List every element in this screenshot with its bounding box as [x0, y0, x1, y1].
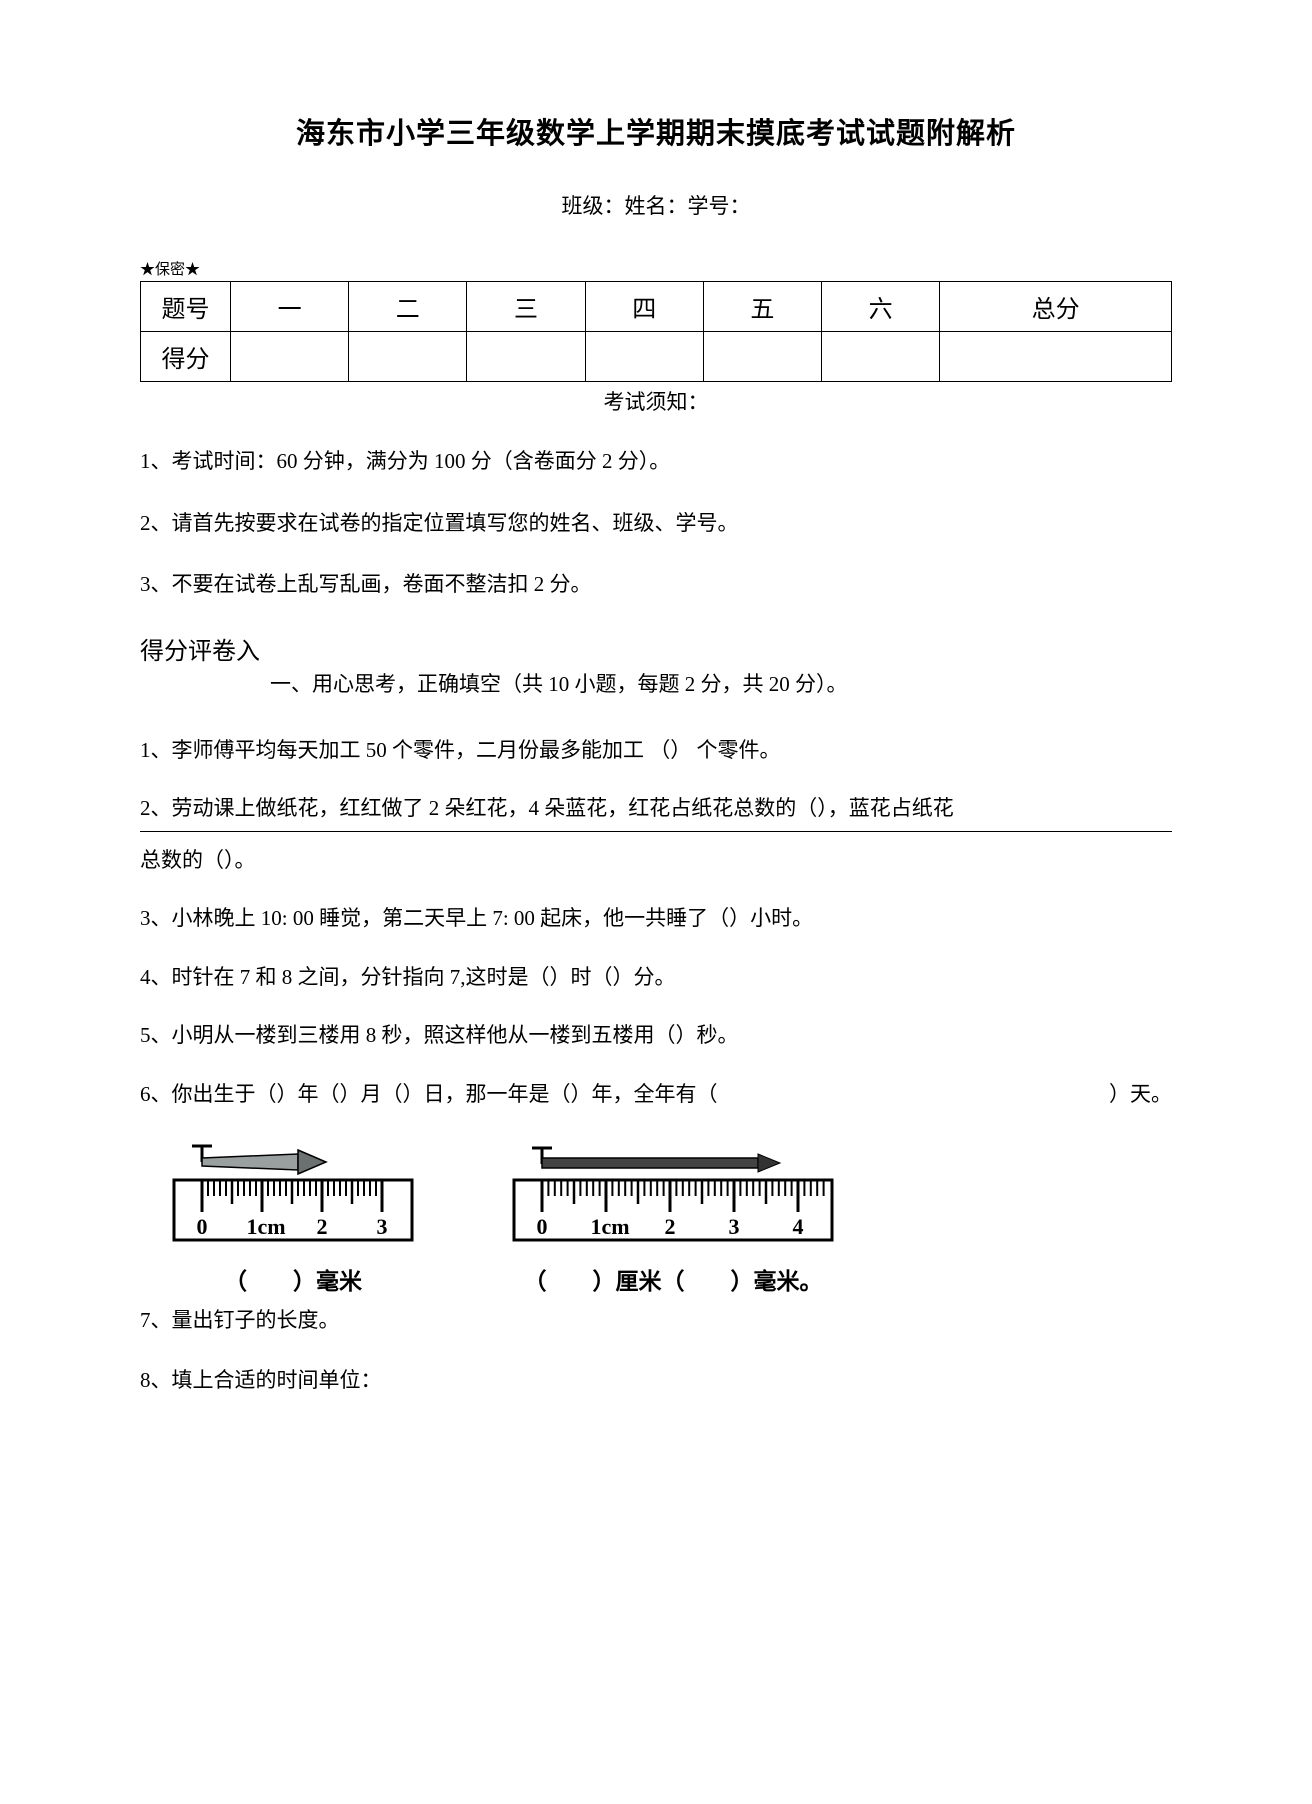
ruler-label: 2 [317, 1214, 328, 1239]
ruler-label: 0 [197, 1214, 208, 1239]
question-7: 7、量出钉子的长度。 [140, 1304, 1172, 1334]
ruler-label: 4 [793, 1214, 804, 1239]
question-4: 4、时针在 7 和 8 之间，分针指向 7,这时是（）时（）分。 [140, 961, 1172, 994]
table-row: 得分 [141, 332, 1172, 382]
table-row: 题号 一 二 三 四 五 六 总分 [141, 282, 1172, 332]
question-1: 1、李师傅平均每天加工 50 个零件，二月份最多能加工 （） 个零件。 [140, 734, 1172, 767]
col-header: 总分 [940, 282, 1172, 332]
ruler-label: 0 [537, 1214, 548, 1239]
instruction-item: 3、不要在试卷上乱写乱画，卷面不整洁扣 2 分。 [140, 569, 1172, 601]
ruler-label: 1cm [246, 1214, 285, 1239]
row-header: 得分 [141, 332, 231, 382]
score-cell[interactable] [585, 332, 703, 382]
question-6-left: 6、你出生于（）年（）月（）日，那一年是（）年，全年有（ [140, 1078, 718, 1111]
ruler-1-svg: 0 1cm 2 3 [168, 1144, 418, 1254]
question-6: 6、你出生于（）年（）月（）日，那一年是（）年，全年有（ ）天。 [140, 1078, 1172, 1111]
col-header: 六 [822, 282, 940, 332]
instruction-item: 2、请首先按要求在试卷的指定位置填写您的姓名、班级、学号。 [140, 508, 1172, 540]
score-cell[interactable] [349, 332, 467, 382]
question-8: 8、填上合适的时间单位： [140, 1364, 1172, 1397]
score-cell[interactable] [703, 332, 821, 382]
col-header: 二 [349, 282, 467, 332]
scorer-line: 得分评卷入 [140, 631, 1172, 666]
score-cell[interactable] [822, 332, 940, 382]
instructions-heading: 考试须知： [140, 386, 1172, 416]
section-title: 一、用心思考，正确填空（共 10 小题，每题 2 分，共 20 分）。 [270, 668, 1172, 698]
question-2a: 2、劳动课上做纸花，红红做了 2 朵红花，4 朵蓝花，红花占纸花总数的（），蓝花… [140, 792, 1172, 825]
row-header: 题号 [141, 282, 231, 332]
score-cell[interactable] [231, 332, 349, 382]
col-header: 四 [585, 282, 703, 332]
score-cell[interactable] [940, 332, 1172, 382]
ruler-2-svg: 0 1cm 2 3 4 [508, 1144, 838, 1254]
question-5: 5、小明从一楼到三楼用 8 秒，照这样他从一楼到五楼用（）秒。 [140, 1019, 1172, 1052]
ruler-2: 0 1cm 2 3 4 （ ）厘米（ ）毫米。 [508, 1144, 838, 1296]
divider [140, 831, 1172, 832]
ruler-label: 1cm [590, 1214, 629, 1239]
score-cell[interactable] [467, 332, 585, 382]
question-2b: 总数的（）。 [140, 844, 1172, 877]
ruler-label: 3 [729, 1214, 740, 1239]
secrecy-tag: ★保密★ [140, 258, 1172, 279]
col-header: 五 [703, 282, 821, 332]
page-title: 海东市小学三年级数学上学期期末摸底考试试题附解析 [140, 110, 1172, 152]
ruler-figures: 0 1cm 2 3 （ ）毫米 [168, 1144, 1172, 1296]
col-header: 一 [231, 282, 349, 332]
instruction-item: 1、考试时间：60 分钟，满分为 100 分（含卷面分 2 分）。 [140, 446, 1172, 478]
ruler-label: 2 [665, 1214, 676, 1239]
col-header: 三 [467, 282, 585, 332]
question-3: 3、小林晚上 10: 00 睡觉，第二天早上 7: 00 起床，他一共睡了（）小… [140, 902, 1172, 935]
score-table: 题号 一 二 三 四 五 六 总分 得分 [140, 281, 1172, 382]
ruler-label: 3 [377, 1214, 388, 1239]
ruler-1: 0 1cm 2 3 （ ）毫米 [168, 1144, 418, 1296]
ruler-2-caption: （ ）厘米（ ）毫米。 [524, 1262, 823, 1296]
ruler-1-caption: （ ）毫米 [224, 1262, 362, 1296]
question-6-right: ）天。 [1109, 1078, 1172, 1111]
class-name-line: 班级：姓名：学号： [140, 190, 1172, 220]
